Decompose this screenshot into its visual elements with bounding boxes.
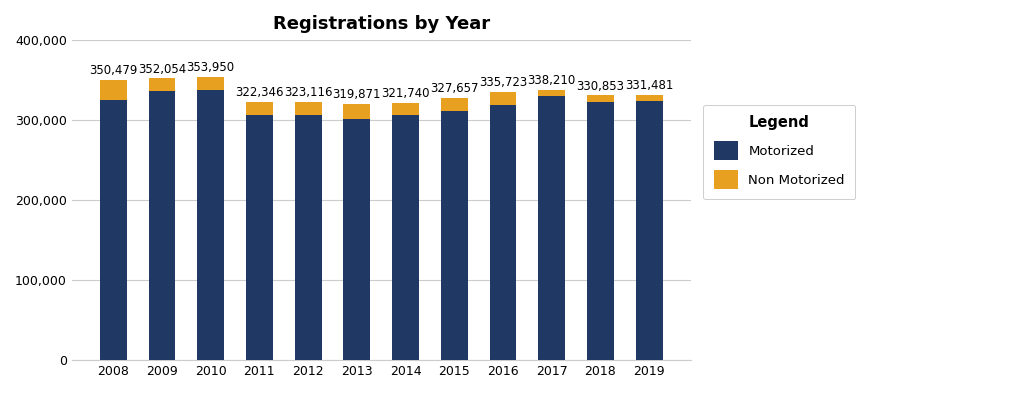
Bar (149, 91, 175, 360)
Text: 321,740: 321,740 (381, 87, 429, 100)
Bar (294, 102, 321, 114)
Bar (391, 114, 419, 360)
Text: 330,853: 330,853 (576, 80, 624, 93)
Bar (149, 79, 175, 91)
Bar (538, 90, 565, 96)
Bar (391, 103, 419, 114)
Bar (197, 90, 224, 360)
Bar (246, 115, 272, 360)
Text: 319,871: 319,871 (332, 88, 381, 101)
Bar (246, 102, 272, 115)
Bar (587, 102, 613, 360)
Text: 322,346: 322,346 (235, 86, 283, 99)
Text: 350,479: 350,479 (89, 64, 138, 77)
Text: 335,723: 335,723 (478, 76, 527, 89)
Bar (343, 119, 370, 360)
Bar (100, 100, 126, 360)
Text: 323,116: 323,116 (283, 86, 332, 99)
Text: 331,481: 331,481 (625, 79, 673, 92)
Bar (587, 95, 613, 102)
Bar (489, 92, 516, 105)
Bar (100, 80, 126, 100)
Bar (294, 114, 321, 360)
Legend: Motorized, Non Motorized: Motorized, Non Motorized (703, 105, 855, 199)
Bar (440, 111, 468, 360)
Bar (538, 96, 565, 360)
Bar (197, 77, 224, 90)
Title: Registrations by Year: Registrations by Year (272, 15, 489, 33)
Text: 327,657: 327,657 (430, 82, 478, 95)
Bar (489, 105, 516, 360)
Bar (343, 104, 370, 119)
Bar (440, 98, 468, 111)
Bar (635, 101, 662, 360)
Text: 352,054: 352,054 (138, 62, 185, 76)
Text: 338,210: 338,210 (527, 74, 576, 87)
Bar (635, 95, 662, 101)
Text: 353,950: 353,950 (186, 61, 234, 74)
